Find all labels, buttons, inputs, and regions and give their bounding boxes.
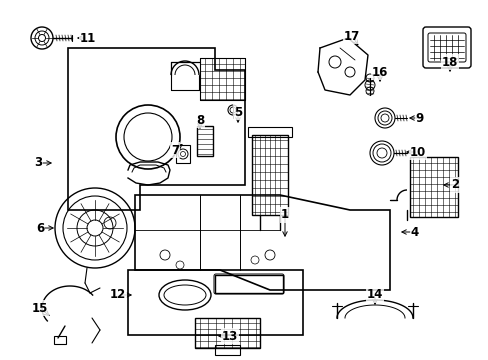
- Text: 11: 11: [80, 31, 96, 45]
- Text: 15: 15: [32, 302, 48, 315]
- Bar: [128, 270, 303, 335]
- Text: 8: 8: [196, 113, 203, 126]
- Text: 1: 1: [281, 208, 288, 221]
- Text: 10: 10: [409, 145, 425, 158]
- Text: 3: 3: [34, 157, 42, 170]
- Bar: [176, 145, 190, 163]
- Bar: [409, 157, 457, 217]
- Bar: [54, 336, 66, 344]
- Bar: [215, 275, 283, 293]
- Text: 18: 18: [441, 55, 457, 68]
- Bar: [197, 126, 213, 156]
- Text: 2: 2: [450, 179, 458, 192]
- Text: 12: 12: [110, 288, 126, 302]
- Text: 13: 13: [222, 329, 238, 342]
- Text: 14: 14: [366, 288, 383, 302]
- Bar: [251, 135, 287, 215]
- Bar: [195, 318, 260, 348]
- Text: 4: 4: [410, 225, 418, 238]
- Text: 17: 17: [343, 30, 359, 42]
- Text: 7: 7: [171, 144, 179, 157]
- Text: 16: 16: [371, 66, 387, 78]
- Text: 6: 6: [36, 221, 44, 234]
- Text: 5: 5: [233, 105, 242, 118]
- Bar: [215, 345, 240, 355]
- Bar: [247, 127, 291, 137]
- Text: 9: 9: [415, 112, 423, 125]
